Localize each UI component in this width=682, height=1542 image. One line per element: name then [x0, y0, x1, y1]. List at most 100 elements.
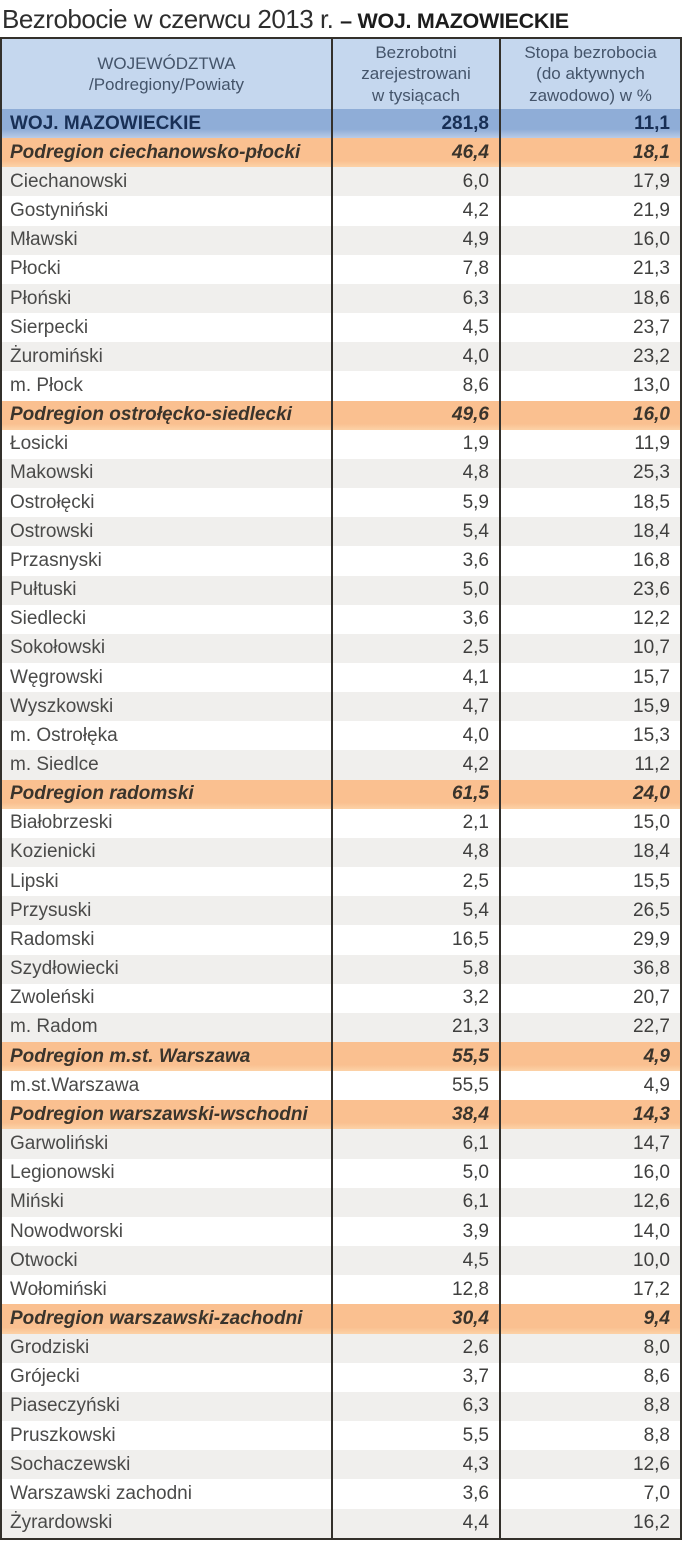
- region-name-cell: m. Płock: [10, 374, 83, 396]
- table-row-county: Warszawski zachodni 3,6 7,0: [2, 1479, 680, 1509]
- region-name-cell: Szydłowiecki: [10, 958, 119, 980]
- unemployment-rate-cell: 7,0: [499, 1479, 680, 1509]
- unemployment-rate-cell: 26,5: [499, 896, 680, 926]
- region-name-cell: Miński: [10, 1191, 64, 1213]
- unemployment-rate-cell: 14,7: [499, 1129, 680, 1159]
- region-name-cell: Łosicki: [10, 433, 69, 455]
- unemployed-count-cell: 5,0: [331, 575, 499, 605]
- region-name-cell: m.st.Warszawa: [10, 1074, 140, 1096]
- unemployment-rate-cell: 4,9: [499, 1071, 680, 1101]
- unemployment-rate-cell: 20,7: [499, 983, 680, 1013]
- table-row-county: Przasnyski 3,6 16,8: [2, 546, 680, 576]
- unemployed-count-cell: 281,8: [331, 109, 499, 139]
- unemployment-rate-cell: 18,6: [499, 283, 680, 314]
- region-name-cell: m. Siedlce: [10, 754, 99, 776]
- unemployed-count-cell: 7,8: [331, 254, 499, 284]
- region-name-cell: Kozienicki: [10, 841, 96, 863]
- unemployed-count-cell: 8,6: [331, 371, 499, 401]
- table-row-voivodeship: WOJ. MAZOWIECKIE 281,8 11,1: [2, 109, 680, 139]
- title-text: Bezrobocie w czerwcu 2013 r.: [2, 4, 341, 34]
- table-row-county: m. Ostrołęka 4,0 15,3: [2, 721, 680, 751]
- table-row-county: m.st.Warszawa 55,5 4,9: [2, 1071, 680, 1101]
- table-row-county: Zwoleński 3,2 20,7: [2, 983, 680, 1013]
- title-region-text: – WOJ. MAZOWIECKIE: [340, 9, 569, 33]
- unemployment-rate-cell: 16,0: [499, 225, 680, 255]
- unemployment-rate-cell: 11,1: [499, 109, 680, 139]
- unemployment-rate-cell: 8,8: [499, 1421, 680, 1451]
- table-row-county: Płocki 7,8 21,3: [2, 254, 680, 284]
- region-name-cell: Makowski: [10, 462, 94, 484]
- table-row-county: Wołomiński 12,8 17,2: [2, 1275, 680, 1305]
- unemployed-count-cell: 30,4: [331, 1304, 499, 1334]
- table-row-subregion: Podregion ostrołęcko-siedlecki 49,6 16,0: [2, 400, 680, 430]
- unemployment-rate-cell: 24,0: [499, 779, 680, 809]
- region-name-cell: m. Radom: [10, 1016, 98, 1038]
- unemployment-rate-cell: 36,8: [499, 954, 680, 984]
- unemployed-count-cell: 55,5: [331, 1042, 499, 1072]
- table-row-county: Grójecki 3,7 8,6: [2, 1362, 680, 1392]
- table-row-county: m. Siedlce 4,2 11,2: [2, 750, 680, 780]
- unemployed-count-cell: 4,8: [331, 458, 499, 489]
- header-rate-column: Stopa bezrobocia (do aktywnych zawodowo)…: [499, 39, 680, 109]
- unemployed-count-cell: 4,5: [331, 1246, 499, 1276]
- unemployment-rate-cell: 11,2: [499, 750, 680, 780]
- region-name-cell: Lipski: [10, 870, 59, 892]
- unemployment-rate-cell: 29,9: [499, 925, 680, 955]
- table-body: WOJ. MAZOWIECKIE 281,8 11,1 Podregion ci…: [2, 109, 680, 1538]
- region-name-cell: Sochaczewski: [10, 1453, 131, 1475]
- table-row-county: Szydłowiecki 5,8 36,8: [2, 954, 680, 984]
- unemployment-rate-cell: 21,9: [499, 196, 680, 226]
- region-name-cell: Podregion radomski: [10, 783, 194, 805]
- unemployment-rate-cell: 15,7: [499, 662, 680, 693]
- region-name-cell: Legionowski: [10, 1162, 115, 1184]
- unemployed-count-cell: 4,2: [331, 196, 499, 226]
- unemployed-count-cell: 3,6: [331, 604, 499, 634]
- page-title: Bezrobocie w czerwcu 2013 r. – WOJ. MAZO…: [0, 0, 682, 37]
- table-row-county: Siedlecki 3,6 12,2: [2, 604, 680, 634]
- region-name-cell: Wyszkowski: [10, 695, 114, 717]
- unemployment-table: WOJEWÓDZTWA /Podregiony/Powiaty Bezrobot…: [0, 37, 682, 1540]
- unemployment-rate-cell: 18,5: [499, 488, 680, 518]
- region-name-cell: Ostrowski: [10, 520, 94, 542]
- region-name-cell: Grodziski: [10, 1337, 90, 1359]
- unemployed-count-cell: 4,8: [331, 837, 499, 868]
- region-name-cell: Żyrardowski: [10, 1512, 113, 1534]
- unemployed-count-cell: 4,3: [331, 1450, 499, 1480]
- region-name-cell: Zwoleński: [10, 987, 95, 1009]
- region-name-cell: Mławski: [10, 229, 78, 251]
- unemployed-count-cell: 55,5: [331, 1071, 499, 1101]
- region-name-cell: Podregion ostrołęcko-siedlecki: [10, 404, 292, 426]
- unemployed-count-cell: 3,7: [331, 1362, 499, 1392]
- unemployment-rate-cell: 18,1: [499, 138, 680, 168]
- region-name-cell: Ostrołęcki: [10, 491, 95, 513]
- table-row-county: Radomski 16,5 29,9: [2, 925, 680, 955]
- region-name-cell: Płoński: [10, 287, 72, 309]
- unemployment-rate-cell: 16,2: [499, 1508, 680, 1538]
- table-row-county: Sochaczewski 4,3 12,6: [2, 1450, 680, 1480]
- region-name-cell: Ciechanowski: [10, 170, 128, 192]
- region-name-cell: Sokołowski: [10, 637, 106, 659]
- table-row-subregion: Podregion ciechanowsko-płocki 46,4 18,1: [2, 138, 680, 168]
- unemployment-rate-cell: 12,6: [499, 1450, 680, 1480]
- region-name-cell: Warszawski zachodni: [10, 1482, 192, 1504]
- table-row-subregion: Podregion warszawski-zachodni 30,4 9,4: [2, 1304, 680, 1334]
- table-row-county: Łosicki 1,9 11,9: [2, 429, 680, 459]
- unemployed-count-cell: 3,9: [331, 1216, 499, 1247]
- table-row-county: Ostrowski 5,4 18,4: [2, 517, 680, 547]
- region-name-cell: Gostyniński: [10, 200, 109, 222]
- table-row-county: Sierpecki 4,5 23,7: [2, 313, 680, 343]
- unemployed-count-cell: 4,5: [331, 313, 499, 343]
- unemployed-count-cell: 5,0: [331, 1158, 499, 1188]
- header-unemployed-column: Bezrobotni zarejestrowani w tysiącach: [331, 39, 499, 109]
- unemployment-rate-cell: 23,6: [499, 575, 680, 605]
- unemployed-count-cell: 2,5: [331, 633, 499, 663]
- unemployed-count-cell: 5,4: [331, 517, 499, 547]
- unemployment-rate-cell: 16,0: [499, 1158, 680, 1188]
- region-name-cell: Przasnyski: [10, 549, 102, 571]
- unemployed-count-cell: 2,1: [331, 808, 499, 838]
- unemployment-rate-cell: 17,9: [499, 167, 680, 197]
- unemployment-rate-cell: 10,7: [499, 633, 680, 663]
- table-row-subregion: Podregion m.st. Warszawa 55,5 4,9: [2, 1042, 680, 1072]
- unemployed-count-cell: 4,4: [331, 1508, 499, 1538]
